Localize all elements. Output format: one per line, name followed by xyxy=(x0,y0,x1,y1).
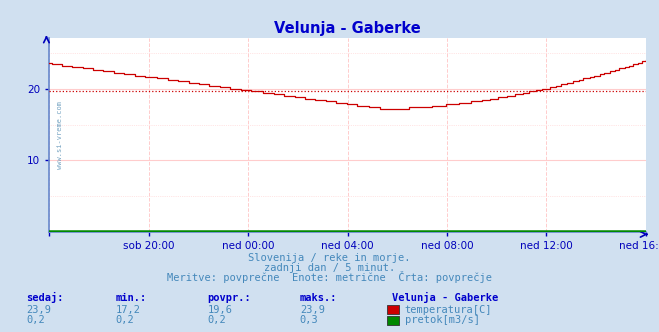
Text: 0,2: 0,2 xyxy=(26,315,45,325)
Text: Meritve: povprečne  Enote: metrične  Črta: povprečje: Meritve: povprečne Enote: metrične Črta:… xyxy=(167,271,492,283)
Text: 23,9: 23,9 xyxy=(26,305,51,315)
Text: www.si-vreme.com: www.si-vreme.com xyxy=(57,101,63,169)
Text: pretok[m3/s]: pretok[m3/s] xyxy=(405,315,480,325)
Text: 23,9: 23,9 xyxy=(300,305,325,315)
Text: 19,6: 19,6 xyxy=(208,305,233,315)
Text: 0,2: 0,2 xyxy=(115,315,134,325)
Text: povpr.:: povpr.: xyxy=(208,293,251,303)
Title: Velunja - Gaberke: Velunja - Gaberke xyxy=(274,21,421,36)
Text: maks.:: maks.: xyxy=(300,293,337,303)
Text: 0,3: 0,3 xyxy=(300,315,318,325)
Text: temperatura[C]: temperatura[C] xyxy=(405,305,492,315)
Text: zadnji dan / 5 minut.: zadnji dan / 5 minut. xyxy=(264,263,395,273)
Text: sedaj:: sedaj: xyxy=(26,292,64,303)
Text: 0,2: 0,2 xyxy=(208,315,226,325)
Text: min.:: min.: xyxy=(115,293,146,303)
Text: Velunja - Gaberke: Velunja - Gaberke xyxy=(392,292,498,303)
Text: 17,2: 17,2 xyxy=(115,305,140,315)
Text: Slovenija / reke in morje.: Slovenija / reke in morje. xyxy=(248,253,411,263)
